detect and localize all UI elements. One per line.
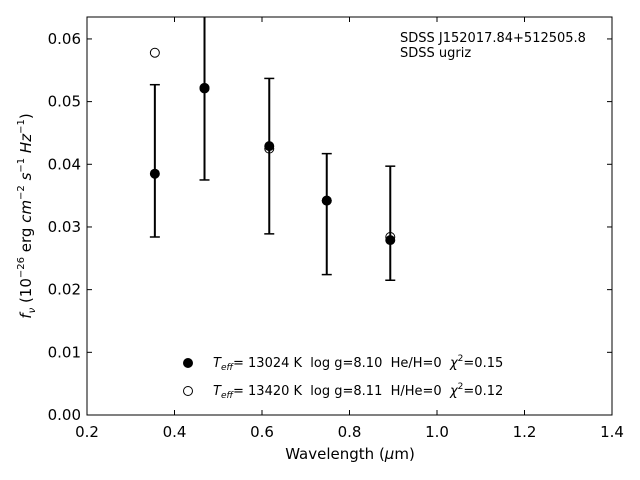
- y-axis-label: fν (10−26 erg cm−2 s−1 Hz−1): [16, 113, 38, 318]
- y-tick-label: 0.01: [48, 343, 81, 361]
- y-tick-label: 0.00: [48, 406, 81, 424]
- y-tick-label: 0.04: [48, 155, 81, 173]
- plot-area: [86, 16, 613, 416]
- annotation-line-1: SDSS J152017.84+512505.8: [400, 31, 586, 46]
- data-points: [149, 47, 396, 246]
- x-tick-label: 0.2: [75, 423, 99, 441]
- data-point-filled: [264, 141, 275, 152]
- x-tick-label: 1.4: [600, 423, 624, 441]
- legend: Teff= 13024 K log g=8.10 He/H=0 χ2=0.15 …: [183, 354, 503, 401]
- y-tick-label: 0.05: [48, 93, 81, 111]
- data-point-open: [264, 143, 275, 154]
- x-tick-label: 0.6: [250, 423, 274, 441]
- y-tick-label: 0.06: [48, 30, 81, 48]
- y-tick-label: 0.02: [48, 281, 81, 299]
- y-tick-label: 0.03: [48, 218, 81, 236]
- x-tick-label: 1.0: [425, 423, 449, 441]
- error-bars: [149, 17, 396, 281]
- axis-ticks: 0.2 0.4 0.6 0.8 1.0 1.2 1.4 0.00 0.01 0.02 0.03 0.0…: [48, 17, 624, 441]
- data-point-filled: [385, 235, 396, 246]
- data-point-open: [199, 83, 210, 94]
- x-axis-label: Wavelength (μm): [285, 445, 415, 463]
- data-point-open: [385, 231, 396, 242]
- x-tick-label: 0.4: [163, 423, 187, 441]
- data-point-open: [321, 195, 332, 206]
- legend-marker-filled: [183, 358, 193, 368]
- annotation-line-2: SDSS ugriz: [400, 46, 471, 61]
- data-point-open: [149, 47, 160, 58]
- x-tick-label: 1.2: [513, 423, 537, 441]
- legend-marker-open: [183, 386, 193, 396]
- legend-label-1: Teff= 13024 K log g=8.10 He/H=0 χ2=0.15: [213, 354, 503, 373]
- x-tick-label: 0.8: [338, 423, 362, 441]
- legend-label-2: Teff= 13420 K log g=8.11 H/He=0 χ2=0.12: [213, 382, 503, 401]
- data-point-filled: [149, 168, 160, 179]
